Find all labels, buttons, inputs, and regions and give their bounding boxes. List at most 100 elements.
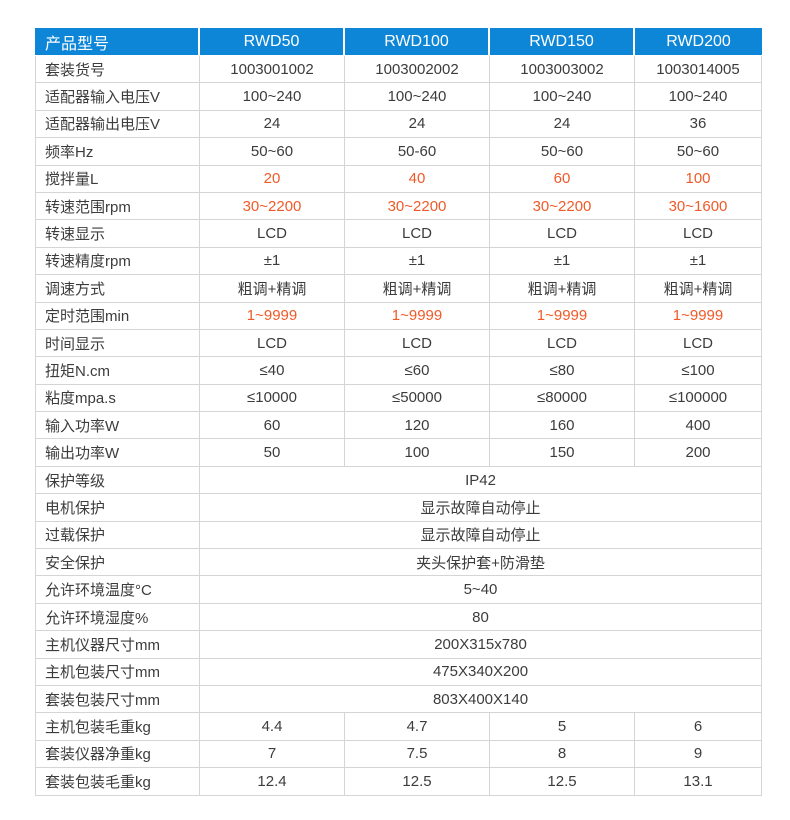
row-label: 允许环境温度°C — [35, 576, 200, 604]
row-label: 调速方式 — [35, 275, 200, 303]
value-cell: 4.4 — [200, 713, 345, 741]
merged-value-cell: 803X400X140 — [200, 685, 762, 714]
table-row: 安全保护 夹头保护套+防滑垫 — [35, 549, 762, 577]
value-cell: 100~240 — [345, 83, 490, 111]
table-row: 套装包装尺寸mm 803X400X140 — [35, 685, 762, 714]
table-row: 调速方式 粗调+精调 粗调+精调 粗调+精调 粗调+精调 — [35, 275, 762, 303]
row-label: 转速精度rpm — [35, 247, 200, 276]
value-cell: 5 — [490, 713, 635, 741]
value-cell: 13.1 — [635, 768, 762, 796]
value-cell: 7.5 — [345, 740, 490, 769]
value-cell: 200 — [635, 439, 762, 467]
column-header-rwd100: RWD100 — [345, 28, 490, 56]
value-cell: 100 — [635, 165, 762, 193]
value-cell: 12.5 — [345, 768, 490, 796]
value-cell: 粗调+精调 — [490, 275, 635, 303]
row-label: 时间显示 — [35, 329, 200, 358]
table-row: 允许环境湿度% 80 — [35, 603, 762, 632]
value-cell: 160 — [490, 412, 635, 440]
value-cell: 30~2200 — [490, 192, 635, 221]
header-row: 产品型号 RWD50 RWD100 RWD150 RWD200 — [35, 28, 762, 56]
row-label: 安全保护 — [35, 549, 200, 577]
row-label: 允许环境湿度% — [35, 603, 200, 632]
value-cell: LCD — [345, 329, 490, 358]
table-row: 粘度mpa.s ≤10000 ≤50000 ≤80000 ≤100000 — [35, 384, 762, 413]
value-cell: 1~9999 — [200, 302, 345, 330]
table-row: 套装包装毛重kg 12.4 12.5 12.5 13.1 — [35, 768, 762, 796]
row-label: 扭矩N.cm — [35, 357, 200, 385]
value-cell: 4.7 — [345, 713, 490, 741]
table-row: 转速精度rpm ±1 ±1 ±1 ±1 — [35, 247, 762, 276]
table-row: 扭矩N.cm ≤40 ≤60 ≤80 ≤100 — [35, 357, 762, 385]
row-label: 套装包装毛重kg — [35, 768, 200, 796]
value-cell: 50-60 — [345, 138, 490, 166]
row-label: 电机保护 — [35, 494, 200, 522]
merged-value-cell: 5~40 — [200, 576, 762, 604]
value-cell: ±1 — [200, 247, 345, 276]
table-row: 适配器输入电压V 100~240 100~240 100~240 100~240 — [35, 83, 762, 111]
value-cell: 粗调+精调 — [635, 275, 762, 303]
column-header-rwd200: RWD200 — [635, 28, 762, 56]
row-label: 定时范围min — [35, 302, 200, 330]
row-label: 保护等级 — [35, 466, 200, 495]
value-cell: 12.4 — [200, 768, 345, 796]
row-label: 适配器输入电压V — [35, 83, 200, 111]
value-cell: 150 — [490, 439, 635, 467]
table-row: 时间显示 LCD LCD LCD LCD — [35, 329, 762, 358]
value-cell: 1003001002 — [200, 56, 345, 84]
table-row: 搅拌量L 20 40 60 100 — [35, 165, 762, 193]
column-header-rwd150: RWD150 — [490, 28, 635, 56]
row-label: 转速显示 — [35, 220, 200, 248]
value-cell: LCD — [635, 220, 762, 248]
row-label: 搅拌量L — [35, 165, 200, 193]
header-label: 产品型号 — [35, 28, 200, 56]
value-cell: 24 — [345, 110, 490, 139]
value-cell: 30~2200 — [200, 192, 345, 221]
row-label: 主机仪器尺寸mm — [35, 631, 200, 659]
value-cell: 12.5 — [490, 768, 635, 796]
value-cell: 8 — [490, 740, 635, 769]
value-cell: LCD — [200, 329, 345, 358]
merged-value-cell: 显示故障自动停止 — [200, 494, 762, 522]
merged-value-cell: IP42 — [200, 466, 762, 495]
value-cell: 50~60 — [635, 138, 762, 166]
value-cell: ±1 — [345, 247, 490, 276]
table-row: 套装仪器净重kg 7 7.5 8 9 — [35, 740, 762, 769]
table-row: 保护等级 IP42 — [35, 466, 762, 495]
value-cell: ±1 — [490, 247, 635, 276]
value-cell: ≤80000 — [490, 384, 635, 413]
table-row: 主机仪器尺寸mm 200X315x780 — [35, 631, 762, 659]
value-cell: 30~1600 — [635, 192, 762, 221]
table-row: 定时范围min 1~9999 1~9999 1~9999 1~9999 — [35, 302, 762, 330]
value-cell: 36 — [635, 110, 762, 139]
value-cell: ≤100000 — [635, 384, 762, 413]
value-cell: 100~240 — [490, 83, 635, 111]
value-cell: 7 — [200, 740, 345, 769]
value-cell: LCD — [345, 220, 490, 248]
table-row: 电机保护 显示故障自动停止 — [35, 494, 762, 522]
value-cell: 1003003002 — [490, 56, 635, 84]
table-row: 允许环境温度°C 5~40 — [35, 576, 762, 604]
row-label: 主机包装毛重kg — [35, 713, 200, 741]
table-row: 适配器输出电压V 24 24 24 36 — [35, 110, 762, 139]
merged-value-cell: 80 — [200, 603, 762, 632]
value-cell: 120 — [345, 412, 490, 440]
value-cell: 20 — [200, 165, 345, 193]
row-label: 适配器输出电压V — [35, 110, 200, 139]
value-cell: LCD — [200, 220, 345, 248]
value-cell: 60 — [490, 165, 635, 193]
value-cell: 9 — [635, 740, 762, 769]
row-label: 转速范围rpm — [35, 192, 200, 221]
value-cell: 24 — [490, 110, 635, 139]
value-cell: 50 — [200, 439, 345, 467]
value-cell: 粗调+精调 — [200, 275, 345, 303]
merged-value-cell: 夹头保护套+防滑垫 — [200, 549, 762, 577]
value-cell: 1~9999 — [635, 302, 762, 330]
value-cell: ≤40 — [200, 357, 345, 385]
value-cell: LCD — [490, 220, 635, 248]
row-label: 主机包装尺寸mm — [35, 658, 200, 686]
table-row: 输入功率W 60 120 160 400 — [35, 412, 762, 440]
row-label: 过载保护 — [35, 521, 200, 550]
table-header: 产品型号 RWD50 RWD100 RWD150 RWD200 — [35, 28, 762, 56]
row-label: 粘度mpa.s — [35, 384, 200, 413]
